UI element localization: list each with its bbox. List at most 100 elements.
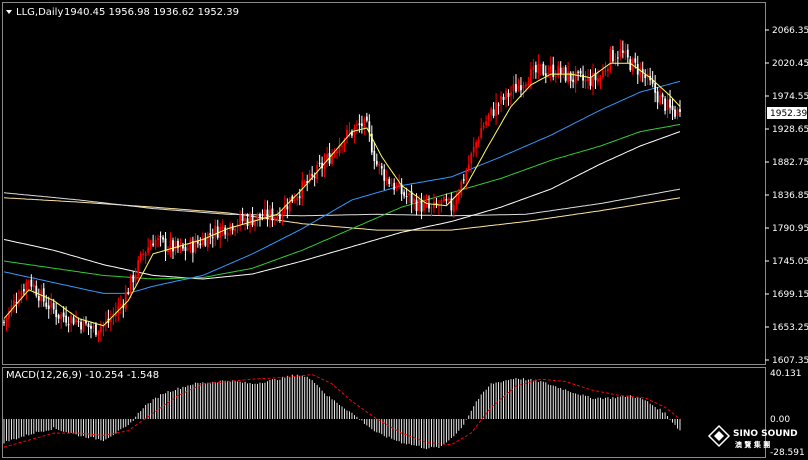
candle-body <box>472 146 475 153</box>
candle-body <box>104 320 107 325</box>
candle-body <box>607 69 609 72</box>
price-tick-label: 1699.15 <box>772 290 808 300</box>
candle-body <box>656 91 659 103</box>
candle-body <box>497 104 500 106</box>
candle-body <box>554 76 557 78</box>
candle-body <box>641 69 644 73</box>
candle-body <box>602 70 604 78</box>
candle-body <box>594 72 597 81</box>
candle-body <box>65 315 68 323</box>
candle-body <box>669 99 671 108</box>
price-tick-label: 2066.35 <box>772 26 808 36</box>
price-tick-label: 1790.95 <box>772 224 808 234</box>
candle-body <box>209 233 212 236</box>
candle-body <box>80 321 82 330</box>
candle-body <box>522 85 525 89</box>
candle-body <box>216 226 219 238</box>
candle-body <box>597 78 599 83</box>
candle-body <box>552 64 555 77</box>
candle-body <box>95 324 97 335</box>
price-tick-label: 1882.75 <box>772 158 808 168</box>
candle-body <box>57 315 60 319</box>
ma-line-long-2 <box>3 188 681 217</box>
candle-body <box>659 95 662 104</box>
macd-label: MACD(12,26,9) -10.254 -1.548 <box>6 370 159 381</box>
candle-body <box>410 191 413 204</box>
candle-body <box>520 85 522 91</box>
candle-body <box>82 319 85 332</box>
candle-body <box>567 71 570 82</box>
candle-body <box>109 318 112 322</box>
candle-body <box>338 144 341 154</box>
candle-body <box>629 59 632 71</box>
candle-body <box>619 49 622 57</box>
candle-body <box>467 164 470 170</box>
candle-body <box>27 281 30 283</box>
candle-body <box>544 73 547 76</box>
candle-body <box>90 325 92 329</box>
candle-body <box>562 67 565 73</box>
candle-body <box>584 79 587 82</box>
price-tick-label: 1836.85 <box>772 191 808 201</box>
candle-body <box>311 174 314 176</box>
candle-body <box>127 292 130 294</box>
candle-body <box>137 260 140 276</box>
candle-body <box>452 204 455 213</box>
candle-body <box>639 67 642 77</box>
candle-body <box>413 198 415 202</box>
ohlc-values: 1940.45 1956.98 1936.62 1952.39 <box>64 7 239 18</box>
candle-body <box>246 218 249 226</box>
logo-subtext: 澳 覽 集 團 <box>735 440 770 449</box>
candle-body <box>433 202 435 208</box>
candle-body <box>616 57 619 59</box>
candle-body <box>654 83 657 93</box>
macd-tick-top: 40.131 <box>770 369 802 379</box>
candle-body <box>440 199 443 204</box>
candle-body <box>547 72 550 75</box>
candle-body <box>465 171 468 180</box>
candle-body <box>651 80 654 84</box>
candle-body <box>679 109 681 112</box>
macd-signal-line <box>3 373 681 448</box>
candle-body <box>529 69 532 87</box>
candle-body <box>418 198 420 211</box>
candle-body <box>117 305 120 313</box>
candle-body <box>92 325 95 329</box>
candle-body <box>664 98 666 111</box>
candle-body <box>475 142 478 148</box>
candle-body <box>666 99 669 111</box>
candle-body <box>273 217 276 220</box>
candle-body <box>375 160 378 165</box>
symbol-label[interactable]: LLG,Daily <box>16 7 63 18</box>
candle-body <box>47 305 50 310</box>
candle-body <box>592 73 594 88</box>
candle-body <box>365 116 368 121</box>
candle-body <box>572 79 575 82</box>
current-price-label: 1952.39 <box>770 109 807 119</box>
candle-body <box>534 65 537 73</box>
candle-body <box>134 274 137 281</box>
candle-body <box>172 240 174 252</box>
candle-body <box>293 199 296 202</box>
candle-body <box>415 199 418 212</box>
candle-body <box>204 238 207 246</box>
candle-body <box>276 216 279 219</box>
candle-body <box>661 94 664 98</box>
candle-body <box>25 281 28 293</box>
candle-body <box>35 285 38 296</box>
candle-body <box>164 238 167 252</box>
candle-body <box>194 239 197 253</box>
candle-body <box>512 84 515 91</box>
candle-body <box>100 326 102 333</box>
price-tick-label: 1974.55 <box>772 92 808 102</box>
macd-plot <box>3 373 681 450</box>
candle-body <box>370 133 373 153</box>
candle-body <box>482 125 485 128</box>
symbol-dropdown-icon[interactable] <box>6 10 12 14</box>
candle-body <box>609 48 612 71</box>
candle-body <box>442 196 445 202</box>
candle-body <box>5 318 8 323</box>
candle-body <box>485 121 488 126</box>
candle-body <box>119 304 122 306</box>
candle-body <box>3 321 5 323</box>
